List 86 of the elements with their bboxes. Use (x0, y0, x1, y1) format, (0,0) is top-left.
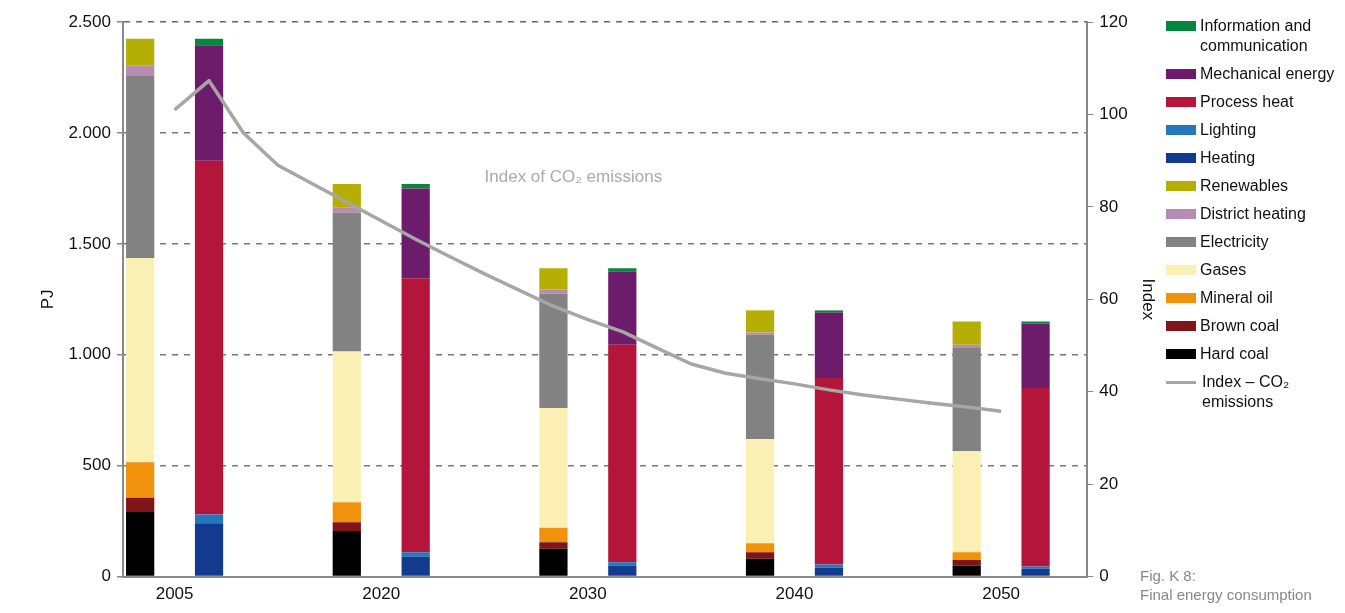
bar (608, 565, 637, 576)
bar (126, 462, 155, 498)
y2-axis-title: Index (1139, 278, 1159, 321)
x-tick-label: 2005 (155, 584, 194, 604)
legend-label: Lighting (1200, 120, 1257, 140)
legend-label: Hard coal (1200, 344, 1269, 364)
bar (539, 542, 568, 549)
bar (194, 160, 224, 515)
legend-label: Mineral oil (1200, 288, 1273, 308)
bar (1021, 566, 1050, 569)
bar (608, 344, 637, 563)
y2-tick-label: 80 (1099, 196, 1119, 216)
bar (332, 522, 361, 532)
bar (126, 38, 155, 66)
bar (194, 514, 224, 524)
bar (952, 559, 981, 566)
bar (745, 543, 775, 553)
legend-label: District heating (1200, 204, 1306, 224)
bar (608, 562, 637, 566)
bar (126, 258, 155, 463)
annotation: Index of CO₂ emissions (484, 166, 663, 186)
bar (745, 439, 775, 544)
bar (745, 552, 775, 559)
bar (814, 567, 844, 576)
bar (539, 527, 568, 543)
legend-label: Brown coal (1200, 316, 1280, 336)
y-tick-label: 1.500 (68, 233, 111, 253)
text: Final energy consumption (1140, 585, 1312, 604)
bar (332, 531, 361, 576)
bar (952, 321, 981, 345)
y-tick-label: 1.000 (68, 344, 111, 364)
bar (401, 552, 430, 557)
bar (401, 278, 430, 553)
bar (539, 268, 568, 290)
x-tick-label: 2030 (568, 584, 607, 604)
legend-label: Gases (1200, 260, 1247, 280)
y-axis-title: PJ (37, 289, 57, 310)
y2-tick-label: 100 (1099, 104, 1128, 124)
x-tick-label: 2050 (982, 584, 1021, 604)
bar (952, 451, 981, 553)
legend-label: Information and communication (1200, 16, 1313, 56)
bar (539, 289, 568, 294)
text: Fig. K 8: (1140, 566, 1197, 585)
bar (814, 312, 844, 379)
y2-tick-label: 120 (1099, 11, 1128, 31)
legend-label: Electricity (1200, 232, 1269, 252)
bar (1021, 321, 1050, 324)
bar (814, 310, 844, 313)
bar (608, 271, 637, 345)
legend-label: Renewables (1200, 176, 1289, 196)
y-tick-label: 2.000 (68, 122, 111, 142)
bar (608, 268, 637, 272)
bar (332, 502, 361, 523)
bar (194, 523, 224, 576)
bar (1021, 323, 1050, 389)
bar (539, 548, 568, 576)
bar (401, 556, 430, 576)
bar (401, 183, 430, 189)
bar (745, 558, 775, 576)
y2-tick-label: 20 (1099, 473, 1119, 493)
y2-tick-label: 0 (1099, 566, 1109, 586)
y2-tick-label: 60 (1099, 288, 1119, 308)
bar (814, 564, 844, 568)
bar (194, 45, 224, 161)
x-tick-label: 2020 (362, 584, 401, 604)
bar (539, 408, 568, 528)
legend-label: Process heat (1200, 92, 1294, 112)
legend-label: Heating (1200, 148, 1256, 168)
bar (332, 351, 361, 503)
x-tick-label: 2040 (775, 584, 814, 604)
bar (952, 565, 981, 576)
legend-label: Index – CO₂ emissions (1202, 372, 1291, 412)
y-tick-label: 500 (82, 455, 111, 475)
bar (126, 497, 155, 512)
bar (952, 552, 981, 560)
bar (1021, 568, 1050, 576)
bar (1021, 388, 1050, 567)
bar (126, 511, 155, 576)
y-tick-label: 0 (101, 566, 111, 586)
y2-tick-label: 40 (1099, 381, 1119, 401)
bar (814, 378, 844, 565)
bar (126, 65, 155, 76)
bar (745, 310, 775, 333)
legend-label: Mechanical energy (1200, 64, 1335, 84)
bar (401, 188, 430, 279)
y-tick-label: 2.500 (68, 11, 111, 31)
